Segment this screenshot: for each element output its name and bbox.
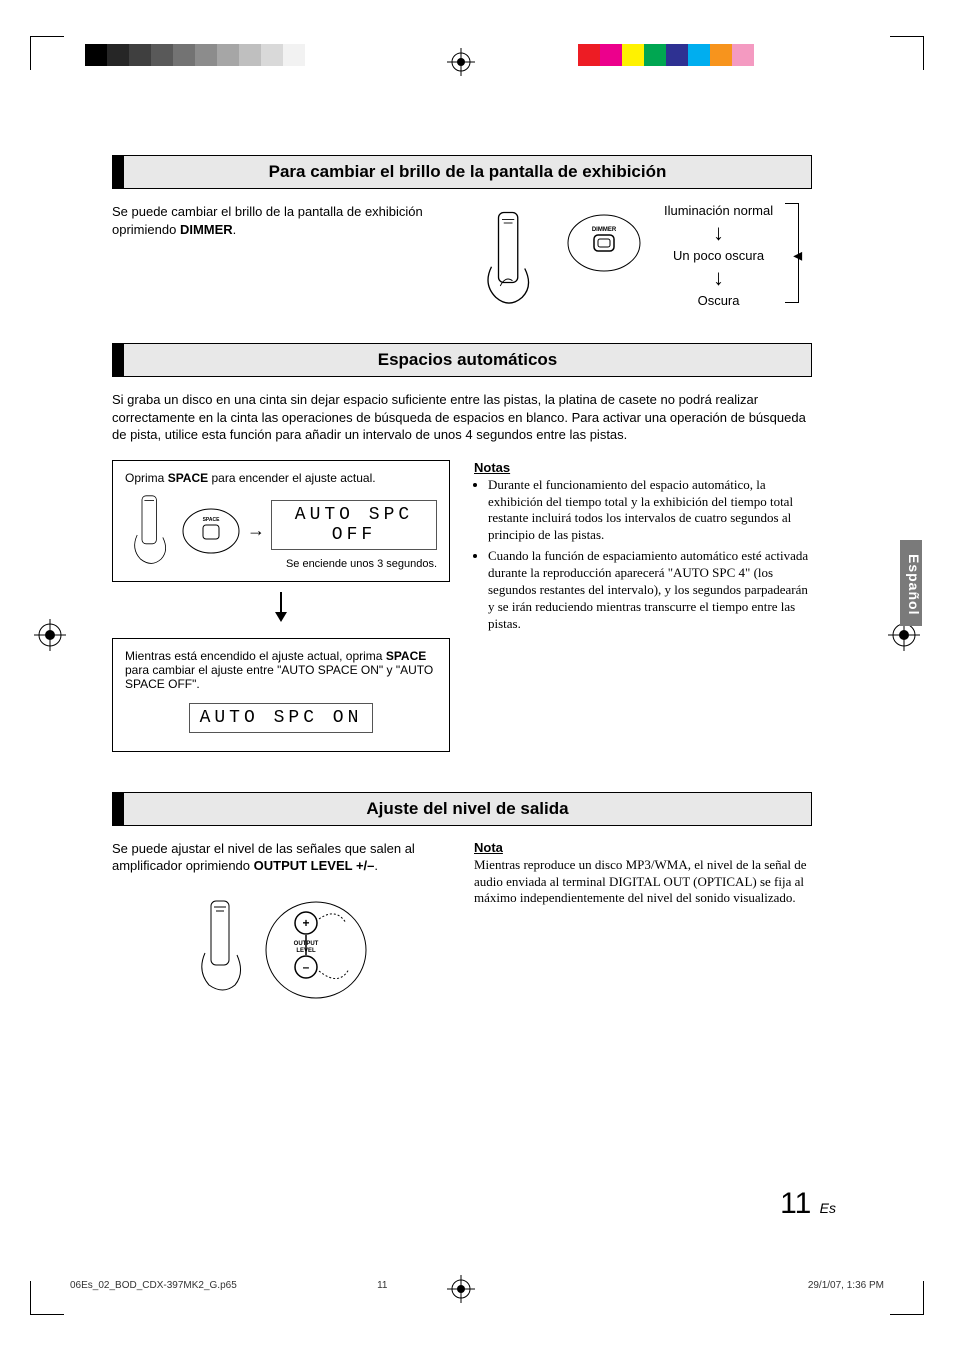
footer-filename: 06Es_02_BOD_CDX-397MK2_G.p65 [70,1280,237,1291]
calibration-swatch [644,44,666,66]
arrow-down-icon: ↓ [664,222,773,244]
calibration-swatch [217,44,239,66]
document-page: Español Para cambiar el brillo de la pan… [0,0,954,1351]
lcd-display: AUTO SPC OFF [271,500,437,550]
notes-list: Durante el funcionamiento del espacio au… [474,477,812,633]
page-number-suffix: Es [820,1200,836,1216]
color-calibration-bar [578,44,754,66]
text: Se puede cambiar el brillo de la pantall… [112,204,423,237]
text: . [374,858,378,873]
autospace-step2-box: Mientras está encendido el ajuste actual… [112,638,450,752]
calibration-swatch [578,44,600,66]
text-bold: SPACE [168,471,208,485]
text: para encender el ajuste actual. [208,471,375,485]
grayscale-calibration-bar [85,44,305,66]
calibration-swatch [732,44,754,66]
remote-hand-icon [191,895,251,995]
note-item: Durante el funcionamiento del espacio au… [488,477,812,545]
dimmer-state: Oscura [664,293,773,308]
note-heading: Nota [474,840,812,855]
calibration-swatch [666,44,688,66]
space-button-callout-icon: SPACE [181,501,241,561]
calibration-swatch [688,44,710,66]
calibration-swatch [283,44,305,66]
autospace-step1-box: Oprima SPACE para encender el ajuste act… [112,460,450,582]
autospace-intro: Si graba un disco en una cinta sin dejar… [112,391,812,444]
note-item: Cuando la función de espaciamiento autom… [488,548,812,632]
section-heading-autospace: Espacios automáticos [112,343,812,377]
arrow-down-icon: ↓ [664,267,773,289]
dimmer-body-text: Se puede cambiar el brillo de la pantall… [112,203,450,313]
dimmer-state: Iluminación normal [664,203,773,218]
calibration-swatch [261,44,283,66]
text: para cambiar el ajuste entre "AUTO SPACE… [125,663,433,691]
footer-page: 11 [377,1280,387,1291]
calibration-swatch [151,44,173,66]
remote-hand-icon [474,203,544,313]
section-heading-dimmer: Para cambiar el brillo de la pantalla de… [112,155,812,189]
calibration-swatch [622,44,644,66]
language-tab: Español [900,540,922,626]
output-body-text: Se puede ajustar el nivel de las señales… [112,840,450,875]
calibration-swatch [85,44,107,66]
registration-target-icon [447,48,475,76]
dimmer-button-callout-icon: DIMMER [564,203,644,283]
svg-text:–: – [303,960,310,974]
registration-target-icon [30,615,70,655]
arrow-right-icon: → [247,520,265,541]
dimmer-diagram: DIMMER Iluminación normal ↓ Un poco oscu… [474,203,812,313]
svg-text:OUTPUT: OUTPUT [294,941,319,947]
calibration-swatch [195,44,217,66]
text: . [233,222,237,237]
crop-mark-icon [30,1281,64,1315]
footer-date: 29/1/07, 1:36 PM [808,1280,884,1291]
text: Mientras está encendido el ajuste actual… [125,649,386,663]
dimmer-state: Un poco oscura [664,248,773,263]
arrow-down-icon [112,592,450,628]
calibration-swatch [107,44,129,66]
output-level-callout-icon: + OUTPUT LEVEL – [261,895,371,1015]
calibration-swatch [173,44,195,66]
page-number-value: 11 [780,1187,811,1220]
arrow-left-icon: ◂ [793,245,802,266]
svg-text:+: + [302,916,309,930]
svg-text:DIMMER: DIMMER [592,227,617,233]
footer: 06Es_02_BOD_CDX-397MK2_G.p65 11 29/1/07,… [70,1280,884,1291]
svg-text:SPACE: SPACE [203,517,221,523]
text: Oprima [125,471,168,485]
page-number: 11 Es [780,1187,836,1221]
svg-text:LEVEL: LEVEL [296,948,316,954]
lcd-display: AUTO SPC ON [189,703,374,733]
calibration-swatch [600,44,622,66]
crop-mark-icon [890,1281,924,1315]
remote-hand-icon [125,491,175,571]
note-body: Mientras reproduce un disco MP3/WMA, el … [474,857,812,908]
calibration-swatch [710,44,732,66]
crop-mark-icon [30,36,64,70]
calibration-swatch [129,44,151,66]
section-heading-output: Ajuste del nivel de salida [112,792,812,826]
crop-mark-icon [890,36,924,70]
calibration-swatch [239,44,261,66]
dimmer-states-list: Iluminación normal ↓ Un poco oscura ↓ Os… [664,203,773,308]
notes-heading: Notas [474,460,812,475]
page-content: Para cambiar el brillo de la pantalla de… [112,155,812,1015]
text-bold: DIMMER [180,222,233,237]
lcd-caption: Se enciende unos 3 segundos. [271,558,437,570]
text-bold: SPACE [386,649,426,663]
text-bold: OUTPUT LEVEL +/– [254,858,375,873]
